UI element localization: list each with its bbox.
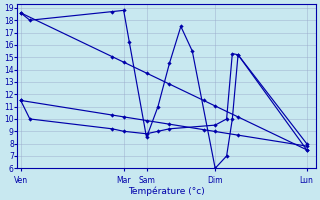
X-axis label: Température (°c): Température (°c): [128, 186, 205, 196]
